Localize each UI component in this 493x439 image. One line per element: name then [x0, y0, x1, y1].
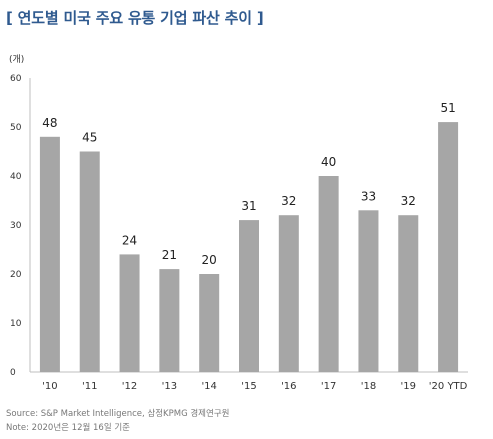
- data-label: 32: [281, 194, 296, 208]
- x-tick-label: '18: [361, 381, 376, 392]
- bar: [318, 176, 339, 372]
- chart-title: [ 연도별 미국 주요 유통 기업 파산 추이 ]: [6, 9, 264, 27]
- x-tick-label: '15: [241, 381, 256, 392]
- y-tick-label: 50: [10, 123, 22, 133]
- source-note: Source: S&P Market Intelligence, 삼정KPMG …: [6, 409, 230, 419]
- y-tick-label: 0: [10, 368, 16, 378]
- bar: [438, 122, 459, 372]
- bar: [39, 136, 60, 372]
- y-tick-label: 30: [10, 221, 22, 231]
- data-label: 21: [162, 248, 177, 262]
- y-axis-unit-label: (개): [9, 54, 24, 65]
- bar: [159, 269, 180, 372]
- data-label: 40: [321, 155, 336, 169]
- data-label: 20: [202, 253, 217, 267]
- y-tick-label: 60: [10, 74, 22, 84]
- x-tick-label: '16: [281, 381, 296, 392]
- data-label: 31: [241, 199, 256, 213]
- bar: [199, 274, 220, 372]
- x-tick-label: '20 YTD: [429, 381, 468, 392]
- bar: [398, 215, 419, 372]
- data-label: 32: [401, 194, 416, 208]
- bar: [239, 220, 259, 372]
- data-label: 33: [361, 189, 376, 203]
- data-label: 51: [440, 101, 455, 115]
- bar: [358, 210, 379, 372]
- x-tick-label: '17: [321, 381, 336, 392]
- data-label: 48: [42, 116, 57, 130]
- data-label: 24: [122, 233, 137, 247]
- x-tick-label: '19: [401, 381, 416, 392]
- x-tick-label: '14: [201, 381, 216, 392]
- x-tick-label: '12: [122, 381, 137, 392]
- x-tick-label: '10: [42, 381, 57, 392]
- y-tick-label: 10: [10, 319, 22, 329]
- bar: [278, 215, 299, 372]
- data-label: 45: [82, 131, 97, 145]
- date-note: Note: 2020년은 12월 16일 기준: [6, 423, 130, 433]
- x-tick-label: '13: [162, 381, 177, 392]
- x-tick-label: '11: [82, 381, 97, 392]
- y-tick-label: 40: [10, 172, 22, 182]
- y-tick-label: 20: [10, 270, 22, 280]
- bar: [79, 151, 100, 372]
- bar: [119, 254, 140, 372]
